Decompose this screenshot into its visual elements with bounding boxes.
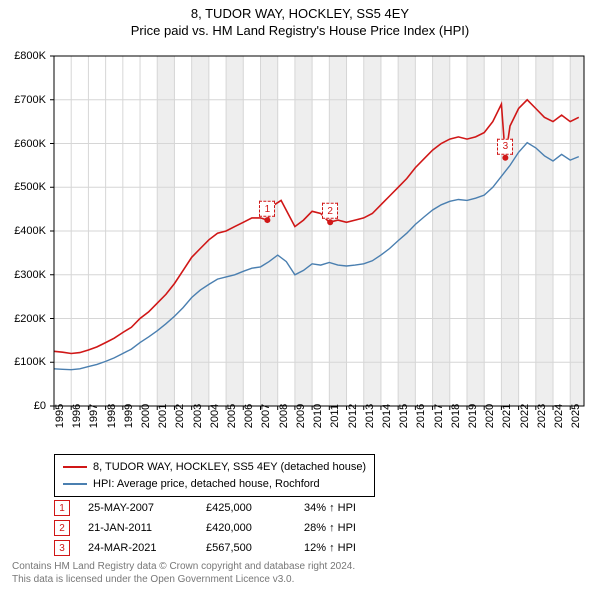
footer-line2: This data is licensed under the Open Gov… xyxy=(12,573,355,586)
x-tick-label: 1998 xyxy=(106,404,118,428)
x-tick-label: 2001 xyxy=(157,404,169,428)
x-tick-label: 2015 xyxy=(398,404,410,428)
y-tick-label: £0 xyxy=(34,400,46,412)
x-tick-label: 2008 xyxy=(278,404,290,428)
chart-plot-area: 1 2 3 xyxy=(54,56,584,406)
x-tick-label: 2006 xyxy=(243,404,255,428)
x-tick-label: 2009 xyxy=(295,404,307,428)
sale-row: 3 24-MAR-2021 £567,500 12% ↑ HPI xyxy=(54,538,356,558)
y-tick-label: £800K xyxy=(14,50,46,62)
x-tick-label: 2012 xyxy=(347,404,359,428)
title-block: 8, TUDOR WAY, HOCKLEY, SS5 4EY Price pai… xyxy=(0,0,600,38)
x-tick-label: 2020 xyxy=(484,404,496,428)
chart-container: 8, TUDOR WAY, HOCKLEY, SS5 4EY Price pai… xyxy=(0,0,600,590)
x-tick-label: 2013 xyxy=(364,404,376,428)
y-tick-label: £500K xyxy=(14,181,46,193)
x-tick-label: 2021 xyxy=(501,404,513,428)
sale-row: 1 25-MAY-2007 £425,000 34% ↑ HPI xyxy=(54,498,356,518)
x-tick-label: 2000 xyxy=(140,404,152,428)
sale-delta: 12% ↑ HPI xyxy=(304,542,356,554)
legend-box: 8, TUDOR WAY, HOCKLEY, SS5 4EY (detached… xyxy=(54,454,375,497)
sale-row: 2 21-JAN-2011 £420,000 28% ↑ HPI xyxy=(54,518,356,538)
legend-label: 8, TUDOR WAY, HOCKLEY, SS5 4EY (detached… xyxy=(93,459,366,476)
x-tick-label: 2014 xyxy=(381,404,393,428)
x-tick-label: 2024 xyxy=(553,404,565,428)
x-tick-label: 2002 xyxy=(174,404,186,428)
x-axis-labels: 1995199619971998199920002001200220032004… xyxy=(54,412,584,452)
footer-line1: Contains HM Land Registry data © Crown c… xyxy=(12,560,355,573)
x-tick-label: 2018 xyxy=(450,404,462,428)
legend-swatch xyxy=(63,483,87,485)
sales-table: 1 25-MAY-2007 £425,000 34% ↑ HPI 2 21-JAN-201… xyxy=(54,498,356,558)
y-tick-label: £700K xyxy=(14,94,46,106)
sale-price: £420,000 xyxy=(206,522,286,534)
x-tick-label: 2019 xyxy=(467,404,479,428)
title-main: 8, TUDOR WAY, HOCKLEY, SS5 4EY xyxy=(0,6,600,21)
y-tick-label: £200K xyxy=(14,313,46,325)
x-tick-label: 2007 xyxy=(260,404,272,428)
x-tick-label: 2005 xyxy=(226,404,238,428)
x-tick-label: 2011 xyxy=(329,404,341,428)
legend-label: HPI: Average price, detached house, Roch… xyxy=(93,476,320,493)
x-tick-label: 1997 xyxy=(88,404,100,428)
x-tick-label: 2023 xyxy=(536,404,548,428)
y-axis-labels: £0£100K£200K£300K£400K£500K£600K£700K£80… xyxy=(0,56,50,406)
x-tick-label: 1999 xyxy=(123,404,135,428)
y-tick-label: £400K xyxy=(14,225,46,237)
y-tick-label: £300K xyxy=(14,269,46,281)
sale-price: £425,000 xyxy=(206,502,286,514)
x-tick-label: 2010 xyxy=(312,404,324,428)
y-tick-label: £100K xyxy=(14,356,46,368)
x-tick-label: 2003 xyxy=(192,404,204,428)
sale-marker: 2 xyxy=(54,520,70,536)
x-tick-label: 2017 xyxy=(433,404,445,428)
legend-swatch xyxy=(63,466,87,468)
sale-date: 21-JAN-2011 xyxy=(88,522,188,534)
sale-delta: 34% ↑ HPI xyxy=(304,502,356,514)
x-tick-label: 2004 xyxy=(209,404,221,428)
footer: Contains HM Land Registry data © Crown c… xyxy=(12,560,355,586)
x-tick-label: 1995 xyxy=(54,404,66,428)
x-tick-label: 1996 xyxy=(71,404,83,428)
sale-date: 25-MAY-2007 xyxy=(88,502,188,514)
title-sub: Price paid vs. HM Land Registry's House … xyxy=(0,23,600,38)
sale-delta: 28% ↑ HPI xyxy=(304,522,356,534)
x-tick-label: 2022 xyxy=(519,404,531,428)
sale-price: £567,500 xyxy=(206,542,286,554)
chart-svg xyxy=(54,56,584,406)
x-tick-label: 2016 xyxy=(415,404,427,428)
sale-plot-marker: 2 xyxy=(322,203,338,219)
y-tick-label: £600K xyxy=(14,138,46,150)
sale-plot-marker: 1 xyxy=(259,201,275,217)
sale-marker: 3 xyxy=(54,540,70,556)
x-tick-label: 2025 xyxy=(570,404,582,428)
sale-marker: 1 xyxy=(54,500,70,516)
sale-plot-marker: 3 xyxy=(497,139,513,155)
sale-date: 24-MAR-2021 xyxy=(88,542,188,554)
legend-row: HPI: Average price, detached house, Roch… xyxy=(63,476,366,493)
legend-row: 8, TUDOR WAY, HOCKLEY, SS5 4EY (detached… xyxy=(63,459,366,476)
